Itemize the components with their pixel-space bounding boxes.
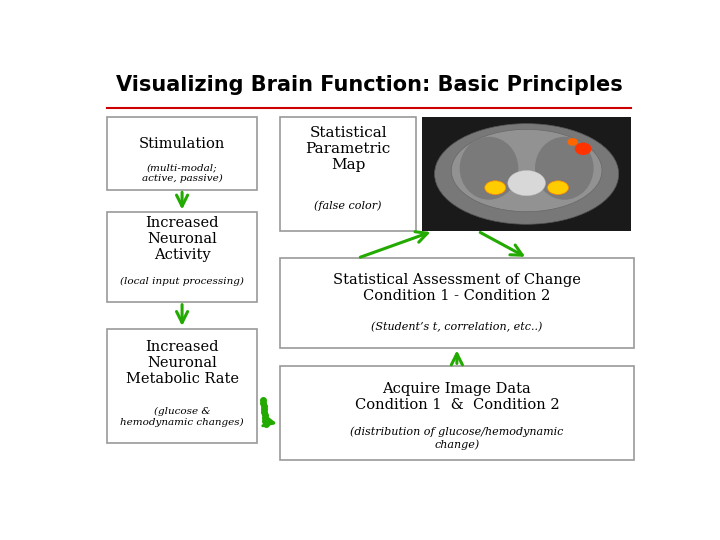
Ellipse shape xyxy=(451,130,602,212)
Ellipse shape xyxy=(508,171,546,195)
Text: Increased
Neuronal
Activity: Increased Neuronal Activity xyxy=(145,216,219,262)
Text: Acquire Image Data
Condition 1  &  Condition 2: Acquire Image Data Condition 1 & Conditi… xyxy=(354,382,559,412)
Text: Statistical Assessment of Change
Condition 1 - Condition 2: Statistical Assessment of Change Conditi… xyxy=(333,273,581,303)
Text: (multi-modal;
active, passive): (multi-modal; active, passive) xyxy=(142,163,222,183)
FancyBboxPatch shape xyxy=(107,212,258,302)
FancyBboxPatch shape xyxy=(422,117,631,231)
Circle shape xyxy=(575,143,592,155)
Text: Increased
Neuronal
Metabolic Rate: Increased Neuronal Metabolic Rate xyxy=(125,340,238,386)
Text: (local input processing): (local input processing) xyxy=(120,276,244,286)
FancyBboxPatch shape xyxy=(107,329,258,443)
Ellipse shape xyxy=(547,181,569,194)
FancyBboxPatch shape xyxy=(107,117,258,190)
Ellipse shape xyxy=(485,181,505,194)
Text: Stimulation: Stimulation xyxy=(139,137,225,151)
Text: (glucose &
hemodynamic changes): (glucose & hemodynamic changes) xyxy=(120,407,244,427)
Circle shape xyxy=(567,138,578,146)
Ellipse shape xyxy=(459,137,518,200)
Text: (Student’s t, correlation, etc..): (Student’s t, correlation, etc..) xyxy=(372,322,543,332)
FancyBboxPatch shape xyxy=(280,366,634,460)
Text: (false color): (false color) xyxy=(315,201,382,211)
Ellipse shape xyxy=(535,137,593,200)
Text: Statistical
Parametric
Map: Statistical Parametric Map xyxy=(305,126,391,172)
FancyBboxPatch shape xyxy=(280,258,634,348)
Text: Visualizing Brain Function: Basic Principles: Visualizing Brain Function: Basic Princi… xyxy=(116,75,622,94)
Ellipse shape xyxy=(435,124,618,224)
Text: (distribution of glucose/hemodynamic
change): (distribution of glucose/hemodynamic cha… xyxy=(350,427,564,450)
FancyBboxPatch shape xyxy=(280,117,416,231)
